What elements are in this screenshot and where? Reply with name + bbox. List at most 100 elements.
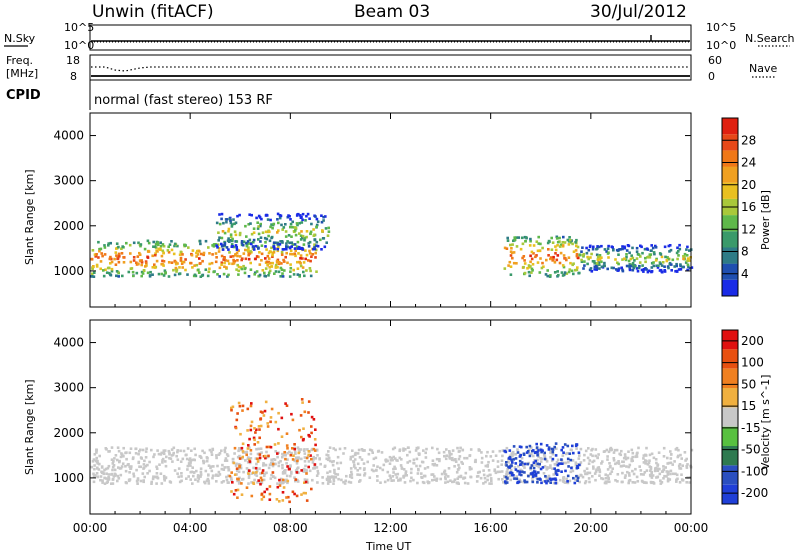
echo-cell — [293, 450, 297, 454]
echo-cell — [448, 450, 451, 453]
echo-cell — [278, 216, 282, 220]
echo-cell — [141, 472, 145, 475]
echo-cell — [358, 467, 362, 470]
echo-cell — [648, 459, 651, 462]
echo-cell — [562, 476, 566, 479]
echo-cell — [686, 259, 689, 263]
echo-cell — [238, 255, 242, 258]
echo-cell — [554, 248, 558, 252]
echo-cell — [95, 449, 98, 452]
echo-cell — [687, 265, 690, 269]
echo-cell — [313, 238, 317, 242]
echo-cell — [285, 247, 288, 251]
echo-cell — [612, 457, 616, 460]
echo-cell — [225, 246, 229, 249]
echo-cell — [642, 457, 645, 460]
echo-cell — [266, 422, 269, 425]
echo-cell — [225, 453, 229, 456]
echo-cell — [587, 257, 590, 261]
echo-cell — [315, 449, 319, 452]
x-tick-label: 16:00 — [473, 521, 508, 535]
x-tick-label: 08:00 — [273, 521, 308, 535]
echo-cell — [115, 270, 119, 273]
echo-cell — [608, 462, 611, 465]
echo-cell — [511, 450, 515, 454]
echo-cell — [170, 261, 174, 264]
echo-cell — [553, 467, 556, 470]
echo-cell — [598, 254, 602, 257]
echo-cell — [166, 249, 170, 252]
echo-cell — [245, 235, 248, 238]
echo-cell — [679, 467, 683, 470]
echo-cell — [663, 265, 666, 268]
echo-cell — [315, 223, 319, 227]
echo-cell — [241, 450, 245, 453]
echo-cell — [431, 473, 435, 476]
echo-cell — [309, 454, 312, 457]
echo-cell — [562, 478, 565, 481]
echo-cell — [549, 257, 552, 261]
echo-cell — [120, 247, 123, 250]
echo-cell — [303, 460, 307, 463]
echo-cell — [550, 447, 554, 451]
echo-cell — [529, 237, 532, 241]
echo-cell — [574, 478, 577, 481]
echo-cell — [578, 253, 582, 256]
echo-cell — [552, 473, 555, 476]
echo-cell — [397, 478, 401, 482]
echo-cell — [293, 492, 296, 496]
echo-cell — [248, 446, 251, 450]
echo-cell — [515, 477, 519, 481]
echo-cell — [639, 473, 643, 476]
echo-cell — [288, 246, 292, 250]
echo-cell — [305, 235, 308, 239]
echo-cell — [262, 478, 266, 482]
echo-cell — [540, 457, 544, 461]
echo-cell — [236, 412, 239, 415]
echo-cell — [295, 222, 299, 225]
echo-cell — [626, 456, 630, 460]
echo-cell — [505, 478, 508, 482]
echo-cell — [439, 477, 442, 481]
echo-cell — [561, 241, 565, 244]
echo-cell — [147, 250, 151, 253]
echo-cell — [569, 238, 572, 242]
echo-cell — [242, 264, 245, 268]
echo-cell — [264, 275, 267, 278]
echo-cell — [370, 449, 374, 452]
echo-cell — [248, 213, 251, 216]
echo-cell — [296, 446, 300, 449]
echo-cell — [92, 275, 96, 278]
echo-cell — [576, 256, 580, 260]
echo-cell — [172, 451, 175, 455]
echo-cell — [407, 446, 410, 449]
echo-cell — [272, 475, 275, 478]
echo-cell — [110, 257, 113, 261]
echo-cell — [236, 479, 239, 483]
echo-cell — [606, 455, 609, 458]
echo-cell — [666, 479, 670, 483]
echo-cell — [105, 472, 108, 475]
echo-cell — [274, 263, 278, 267]
echo-cell — [255, 462, 258, 466]
echo-cell — [179, 259, 183, 262]
echo-cell — [267, 271, 271, 275]
echo-cell — [645, 268, 648, 271]
echo-cell — [531, 480, 535, 484]
echo-cell — [142, 479, 145, 482]
echo-cell — [93, 271, 96, 274]
echo-cell — [269, 250, 272, 254]
echo-cell — [531, 263, 535, 266]
echo-cell — [287, 467, 291, 471]
echo-cell — [220, 467, 224, 471]
echo-cell — [655, 257, 658, 261]
echo-cell — [257, 246, 260, 250]
echo-cell — [246, 407, 250, 411]
echo-cell — [319, 462, 322, 466]
echo-cell — [262, 495, 266, 499]
echo-cell — [593, 268, 596, 271]
echo-cell — [544, 273, 548, 276]
echo-cell — [181, 266, 184, 269]
echo-cell — [630, 254, 633, 257]
echo-cell — [372, 457, 376, 461]
